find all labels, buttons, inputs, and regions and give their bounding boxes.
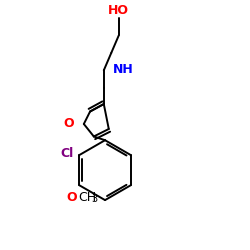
Text: O: O [66,191,76,204]
Text: HO: HO [108,4,129,17]
Text: Cl: Cl [61,148,74,160]
Text: NH: NH [112,62,133,76]
Text: CH: CH [78,191,96,204]
Text: O: O [63,118,74,130]
Text: 3: 3 [91,194,97,204]
